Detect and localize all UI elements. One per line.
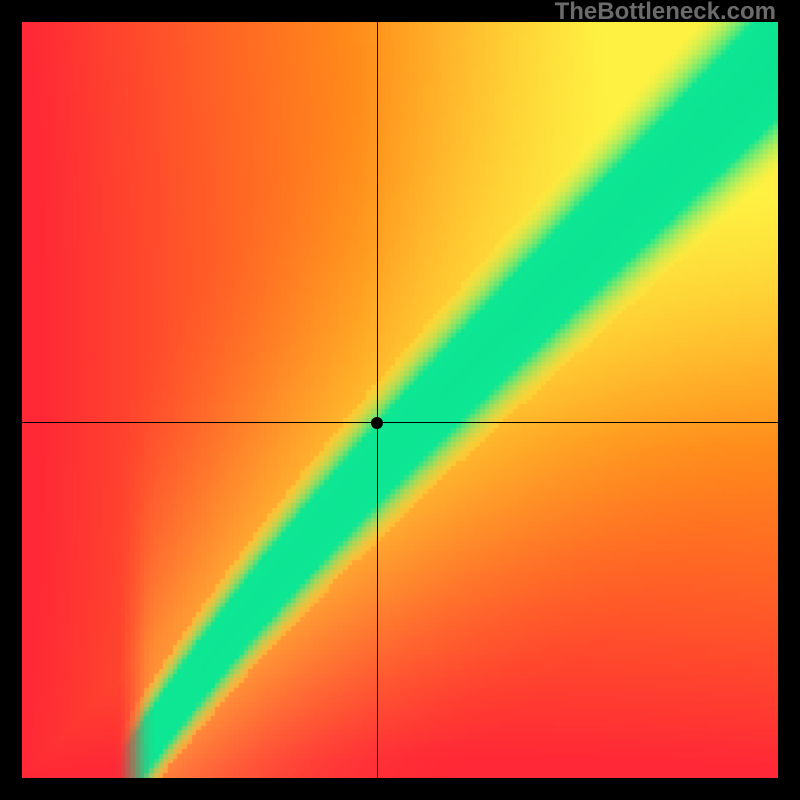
crosshair-horizontal [22, 422, 778, 423]
crosshair-vertical [377, 22, 378, 778]
bottleneck-heatmap-figure: TheBottleneck.com [0, 0, 800, 800]
crosshair-point [371, 417, 383, 429]
heatmap-canvas [22, 22, 778, 778]
